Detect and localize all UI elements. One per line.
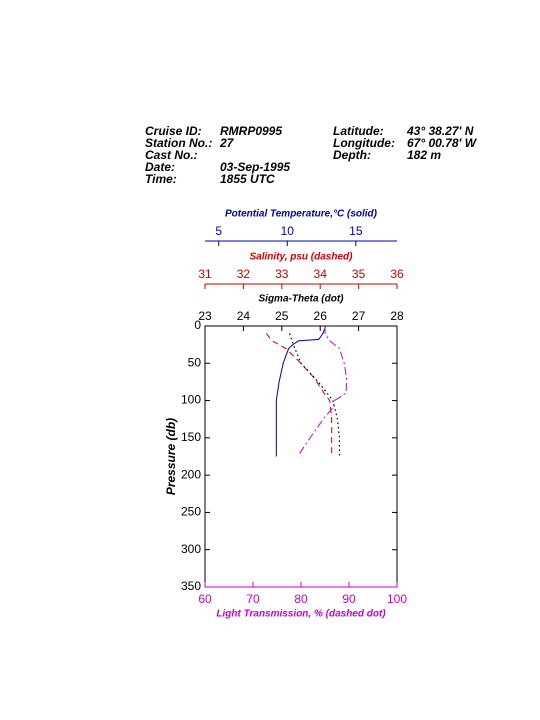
header-label: Station No.:	[145, 136, 212, 150]
x-tick-label: 70	[246, 592, 260, 606]
axis-title: Potential Temperature,°C (solid)	[225, 209, 378, 220]
header-label: Time:	[145, 172, 177, 186]
header-label: Cruise ID:	[145, 124, 202, 138]
x-tick-label: 33	[275, 267, 289, 281]
profile-line	[299, 326, 348, 457]
y-tick-label: 200	[181, 467, 201, 481]
x-tick-label: 34	[314, 267, 328, 281]
header-value: 43° 38.27' N	[406, 124, 474, 138]
x-tick-label: 100	[387, 592, 407, 606]
y-tick-label: 350	[181, 579, 201, 593]
x-tick-label: 25	[275, 309, 289, 323]
header-label: Date:	[145, 160, 175, 174]
x-tick-label: 60	[198, 592, 212, 606]
x-tick-label: 23	[198, 309, 212, 323]
profile-line	[266, 333, 333, 457]
x-tick-label: 32	[237, 267, 251, 281]
y-tick-label: 100	[181, 393, 201, 407]
x-tick-label: 15	[349, 224, 363, 238]
header-value: 03-Sep-1995	[220, 160, 290, 174]
profile-line	[275, 325, 327, 457]
y-axis-title: Pressure (db)	[164, 418, 178, 495]
x-tick-label: 28	[390, 309, 404, 323]
x-tick-label: 10	[281, 224, 295, 238]
header-value: 67° 00.78' W	[407, 136, 478, 150]
plot-frame	[204, 325, 398, 588]
axis-title: Light Transmission, % (dashed dot)	[216, 609, 386, 620]
x-tick-label: 5	[215, 224, 222, 238]
x-tick-label: 24	[237, 309, 251, 323]
x-tick-label: 80	[294, 592, 308, 606]
x-tick-label: 27	[352, 309, 366, 323]
header-label: Depth:	[333, 148, 371, 162]
x-tick-label: 90	[342, 592, 356, 606]
y-tick-label: 50	[188, 355, 202, 369]
header-label: Latitude:	[333, 124, 384, 138]
x-tick-label: 31	[198, 267, 212, 281]
x-tick-label: 26	[314, 309, 328, 323]
x-tick-label: 36	[390, 267, 404, 281]
y-tick-label: 250	[181, 505, 201, 519]
header-label: Cast No.:	[145, 148, 198, 162]
y-tick-label: 150	[181, 430, 201, 444]
header-label: Longitude:	[333, 136, 395, 150]
y-tick-label: 0	[194, 318, 201, 332]
axis-title: Salinity, psu (dashed)	[250, 252, 354, 263]
header-value: RMRP0995	[220, 124, 282, 138]
x-tick-label: 35	[352, 267, 366, 281]
header-value: 182 m	[407, 148, 441, 162]
y-tick-label: 300	[181, 542, 201, 556]
axis-title: Sigma-Theta (dot)	[259, 294, 345, 305]
header-value: 1855 UTC	[220, 172, 275, 186]
header-value: 27	[219, 136, 235, 150]
